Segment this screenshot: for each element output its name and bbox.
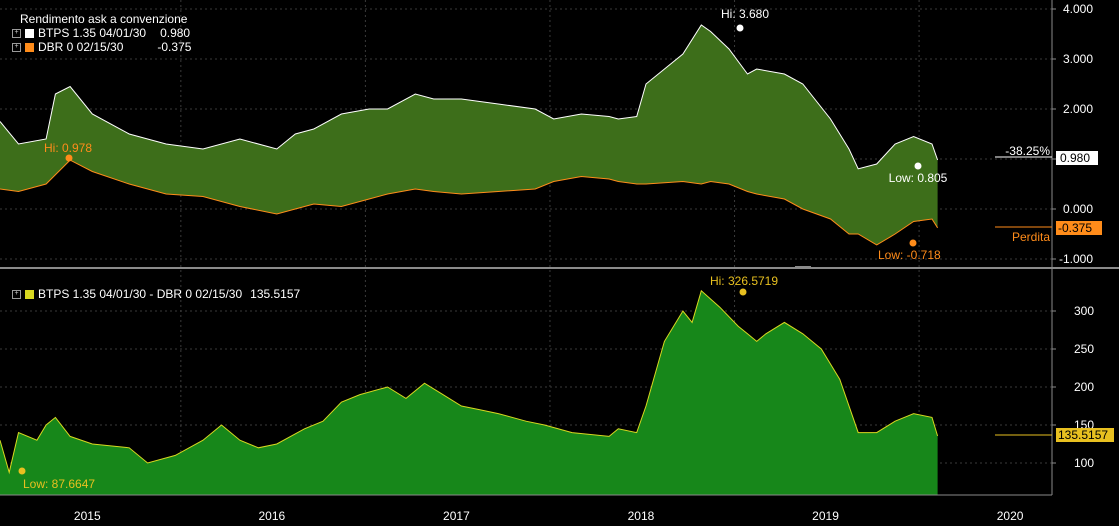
- legend-title-row: Rendimento ask a convenzione: [12, 12, 191, 26]
- spread-swatch: [25, 289, 34, 299]
- hi-btp-label: Hi: 3.680: [721, 7, 769, 21]
- x-tick-label: 2017: [443, 509, 470, 523]
- x-tick-label: 2015: [74, 509, 101, 523]
- btp-last-badge: [1056, 151, 1098, 165]
- legend-item-dbr[interactable]: + DBR 0 02/15/30 -0.375: [12, 40, 191, 54]
- hi-btp-marker: [736, 24, 744, 32]
- legend-top: Rendimento ask a convenzione + BTPS 1.35…: [12, 12, 191, 54]
- low-btp-label: Low: 0.805: [889, 171, 948, 185]
- btp-last-value: 0.980: [1060, 151, 1090, 165]
- y-tick-label: 3.000: [1063, 52, 1093, 66]
- spread-area-fill: [0, 290, 938, 495]
- btp-line: [0, 24, 939, 170]
- spread-last-badge: [1056, 428, 1114, 442]
- legend-spread-value: 135.5157: [250, 287, 301, 301]
- legend-title: Rendimento ask a convenzione: [20, 12, 188, 26]
- legend-btp-value: 0.980: [160, 26, 191, 40]
- legend-dbr-name: DBR 0 02/15/30: [38, 40, 124, 54]
- low-dbr-label: Low: -0.718: [878, 248, 941, 262]
- hi-dbr-label: Hi: 0.978: [44, 141, 92, 155]
- legend-dbr-value: -0.375: [157, 40, 192, 54]
- y-tick-label: 0.000: [1063, 202, 1093, 216]
- spread-hi-label: Hi: 326.5719: [710, 274, 778, 288]
- spread-line: [0, 289, 939, 475]
- legend-item-btp[interactable]: + BTPS 1.35 04/01/30 0.980: [12, 26, 191, 40]
- y-tick-label: 100: [1074, 456, 1094, 470]
- hi-dbr-marker: [65, 154, 73, 162]
- x-tick-label: 2019: [812, 509, 839, 523]
- y-tick-label: 4.000: [1063, 2, 1093, 16]
- spread-last-value: 135.5157: [1058, 428, 1108, 442]
- spread-hi-marker: [739, 288, 747, 296]
- legend-item-spread[interactable]: + BTPS 1.35 04/01/30 - DBR 0 02/15/30 13…: [12, 287, 300, 301]
- expand-toggle-icon[interactable]: +: [12, 28, 21, 38]
- y-tick-label: 2.000: [1063, 102, 1093, 116]
- low-btp-marker: [914, 162, 922, 170]
- legend-btp-name: BTPS 1.35 04/01/30: [38, 26, 147, 40]
- x-axis: 2015 2016 2017 2018 2019 2020: [74, 509, 1024, 523]
- dbr-last-value: -0.375: [1058, 221, 1092, 235]
- expand-toggle-icon[interactable]: +: [12, 289, 21, 299]
- dbr-swatch: [25, 42, 34, 52]
- legend-bottom: + BTPS 1.35 04/01/30 - DBR 0 02/15/30 13…: [12, 287, 300, 301]
- spread-low-marker: [18, 467, 26, 475]
- upper-area-fill: [0, 25, 938, 245]
- legend-spread-name: BTPS 1.35 04/01/30 - DBR 0 02/15/30: [38, 287, 243, 301]
- x-tick-label: 2016: [258, 509, 285, 523]
- dbr-last-badge: [1056, 221, 1102, 235]
- y-tick-label: -1.000: [1059, 252, 1093, 266]
- panel-splitter-handle[interactable]: [795, 266, 811, 269]
- spread-pct-label: -38.25%: [1005, 144, 1050, 158]
- x-tick-label: 2020: [997, 509, 1024, 523]
- low-dbr-marker: [909, 239, 917, 247]
- x-tick-label: 2018: [628, 509, 655, 523]
- expand-toggle-icon[interactable]: +: [12, 42, 21, 52]
- spread-low-label: Low: 87.6647: [23, 477, 95, 491]
- y-tick-label: 200: [1074, 380, 1094, 394]
- btp-swatch: [25, 28, 34, 38]
- dbr-line: [0, 159, 939, 246]
- loss-label: Perdita: [1012, 230, 1050, 244]
- y-tick-label: 250: [1074, 342, 1094, 356]
- y-tick-label: 300: [1074, 304, 1094, 318]
